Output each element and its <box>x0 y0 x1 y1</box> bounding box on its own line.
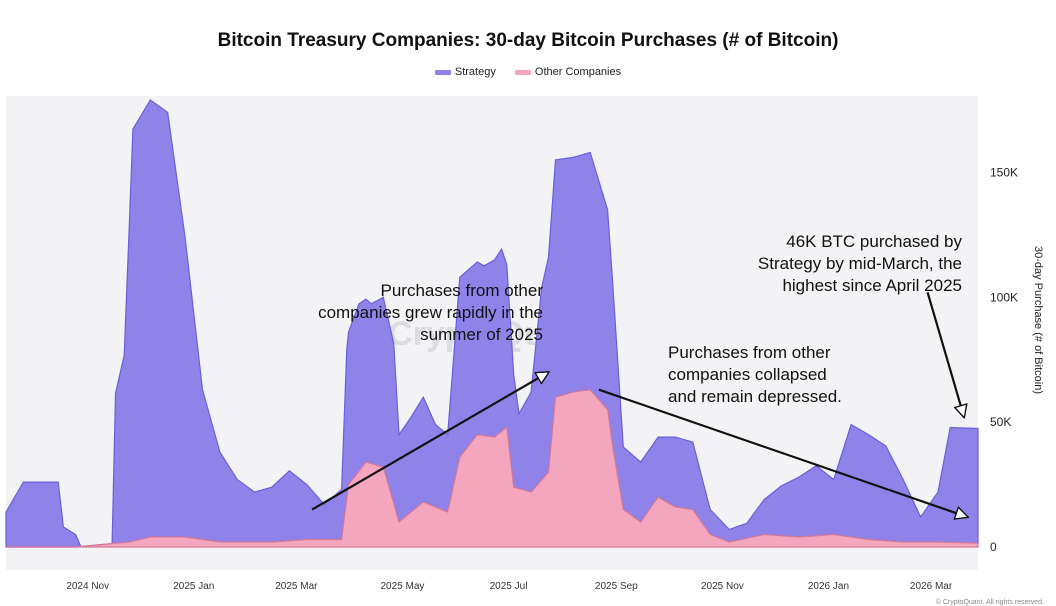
x-tick-label: 2024 Nov <box>66 581 109 592</box>
y-tick-label: 150K <box>990 165 1018 179</box>
annotation-arrow <box>926 291 965 417</box>
copyright-credit: © CryptoQuant. All rights reserved. <box>936 598 1044 606</box>
legend-swatch-strategy <box>434 69 451 75</box>
legend-label-strategy: Strategy <box>454 66 496 78</box>
x-tick-label: 2025 May <box>380 581 424 592</box>
x-tick-label: 2025 Jul <box>490 581 528 592</box>
annotation-arrow <box>311 372 548 511</box>
annotation-text-line: summer of 2025 <box>420 325 543 344</box>
annotation-arrow <box>598 388 968 517</box>
annotation-text-line: companies collapsed <box>668 365 827 384</box>
annotation-text-line: companies grew rapidly in the <box>318 303 543 322</box>
legend-label-other-companies: Other Companies <box>534 66 622 78</box>
y-axis-label: 30-day Purchase (# of Bitcoin) <box>1032 246 1044 394</box>
x-tick-label: 2025 Nov <box>701 581 744 592</box>
x-tick-label: 2026 Jan <box>808 581 849 592</box>
x-axis: 2024 Nov 2025 Jan 2025 Mar 2025 May 2025 Jul… <box>66 581 953 592</box>
annotation-text-line: Purchases from other <box>380 281 543 300</box>
annotation-text-line: and remain depressed. <box>668 387 842 406</box>
legend-item-other-companies[interactable]: Other Companies <box>514 66 622 78</box>
y-tick-label: 100K <box>990 290 1018 304</box>
legend-swatch-other-companies <box>514 69 531 75</box>
annotation-text-line: 46K BTC purchased by <box>786 232 962 251</box>
annotation-text-line: Strategy by mid-March, the <box>758 254 962 273</box>
y-tick-label: 50K <box>990 415 1011 429</box>
legend-item-strategy[interactable]: Strategy <box>434 66 496 78</box>
annotation-text-line: Purchases from other <box>668 343 831 362</box>
x-tick-label: 2026 Mar <box>910 581 953 592</box>
chart-title: Bitcoin Treasury Companies: 30-day Bitco… <box>217 30 839 51</box>
legend: Strategy Other Companies <box>0 66 1056 78</box>
annotations: Purchases from other companies grew rapid… <box>311 232 968 517</box>
annotation-text-line: highest since April 2025 <box>782 276 962 295</box>
y-tick-label: 0 <box>990 540 997 554</box>
x-tick-label: 2025 Sep <box>595 581 638 592</box>
y-axis: 0 50K 100K 150K <box>990 165 1018 554</box>
x-tick-label: 2025 Mar <box>275 581 318 592</box>
x-tick-label: 2025 Jan <box>173 581 214 592</box>
area-other-companies <box>6 389 979 548</box>
